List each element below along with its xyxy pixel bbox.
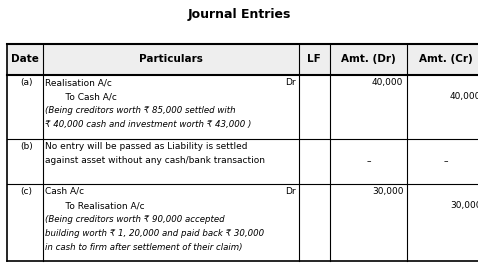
Text: 40,000: 40,000 [372, 78, 403, 87]
Text: ₹ 40,000 cash and investment worth ₹ 43,000 ): ₹ 40,000 cash and investment worth ₹ 43,… [45, 120, 252, 129]
Text: (b): (b) [20, 142, 33, 151]
Text: (Being creditors worth ₹ 85,000 settled with: (Being creditors worth ₹ 85,000 settled … [45, 106, 236, 115]
Text: in cash to firm after settlement of their claim): in cash to firm after settlement of thei… [45, 243, 243, 252]
Text: Amt. (Cr): Amt. (Cr) [419, 54, 473, 64]
Text: To Realisation A/c: To Realisation A/c [54, 201, 145, 210]
Text: –: – [366, 157, 371, 166]
Text: Realisation A/c: Realisation A/c [45, 78, 112, 87]
Text: –: – [444, 157, 448, 166]
Text: (a): (a) [20, 78, 33, 87]
Bar [7, 44, 478, 75]
Text: 40,000: 40,000 [450, 92, 478, 101]
Text: LF: LF [307, 54, 321, 64]
Text: 30,000: 30,000 [450, 201, 478, 210]
Text: To Cash A/c: To Cash A/c [54, 92, 117, 101]
Text: Amt. (Dr): Amt. (Dr) [341, 54, 396, 64]
Text: (Being creditors worth ₹ 90,000 accepted: (Being creditors worth ₹ 90,000 accepted [45, 215, 225, 224]
Text: No entry will be passed as Liability is settled: No entry will be passed as Liability is … [45, 142, 248, 151]
Text: Particulars: Particulars [139, 54, 203, 64]
Text: Cash A/c: Cash A/c [45, 187, 85, 196]
Text: building worth ₹ 1, 20,000 and paid back ₹ 30,000: building worth ₹ 1, 20,000 and paid back… [45, 229, 264, 238]
Text: against asset without any cash/bank transaction: against asset without any cash/bank tran… [45, 156, 265, 165]
Text: 30,000: 30,000 [372, 187, 403, 196]
Text: Journal Entries: Journal Entries [187, 8, 291, 21]
Text: Dr: Dr [285, 78, 296, 87]
Text: Date: Date [11, 54, 39, 64]
Text: Dr: Dr [285, 187, 296, 196]
Text: (c): (c) [20, 187, 33, 196]
